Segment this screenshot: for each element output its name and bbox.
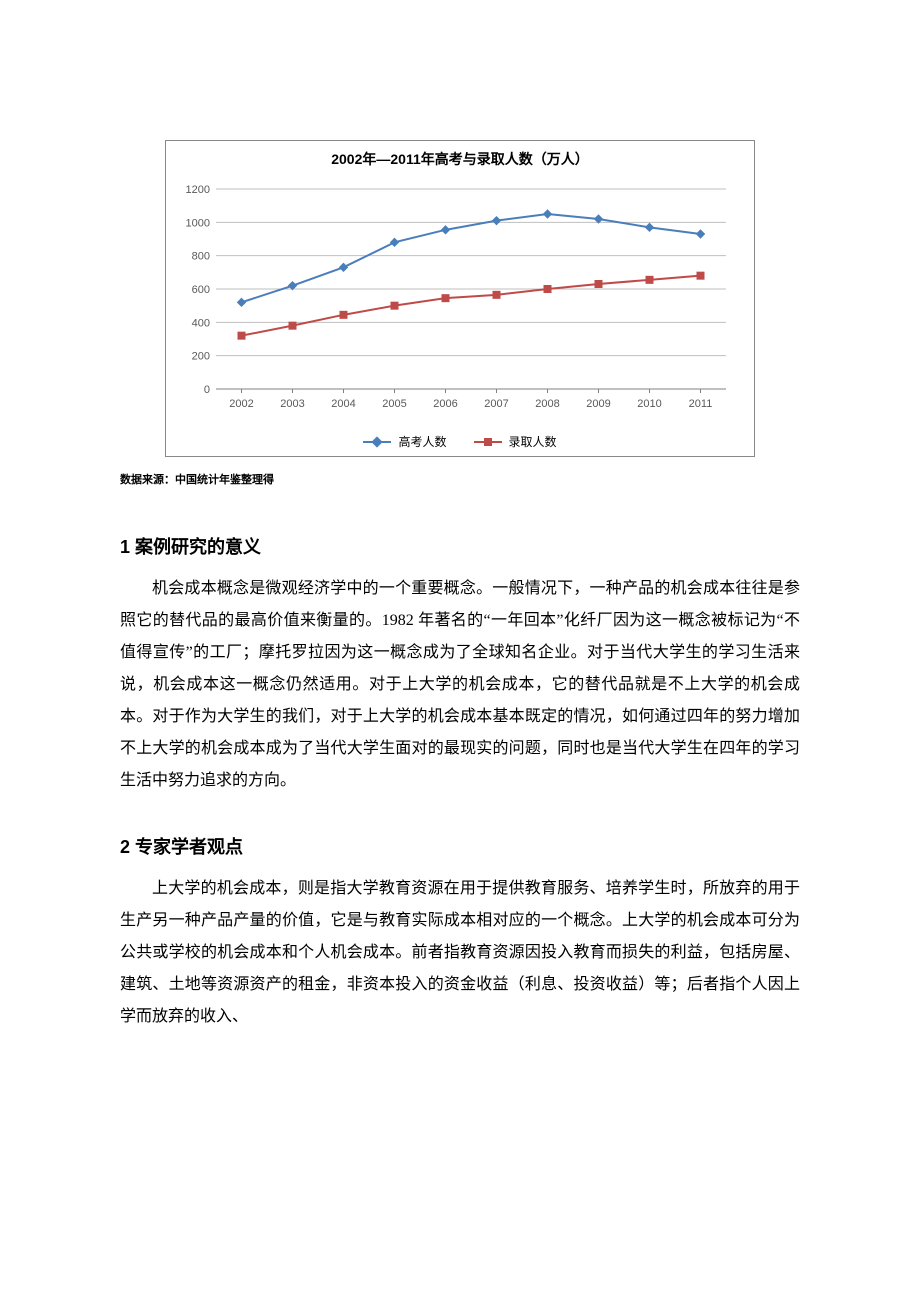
legend-swatch <box>474 441 502 443</box>
svg-text:200: 200 <box>192 351 210 363</box>
section-1-body: 机会成本概念是微观经济学中的一个重要概念。一般情况下，一种产品的机会成本往往是参… <box>120 573 800 797</box>
svg-text:2009: 2009 <box>586 398 610 410</box>
line-chart: 0 200 400 600 800 1000 1200 2002 2003 2004 2005 200… <box>176 179 736 429</box>
data-source-prefix: 数据来源： <box>120 474 175 486</box>
data-source-text: 中国统计年鉴整理得 <box>175 474 274 486</box>
legend-item-luqu: 录取人数 <box>474 433 557 450</box>
chart-title: 2002年—2011年高考与录取人数（万人） <box>176 149 744 169</box>
chart-legend: 高考人数 录取人数 <box>176 433 744 450</box>
legend-label-luqu: 录取人数 <box>509 433 557 450</box>
svg-text:600: 600 <box>192 284 210 296</box>
svg-text:2003: 2003 <box>280 398 304 410</box>
svg-text:1000: 1000 <box>186 217 210 229</box>
svg-text:2004: 2004 <box>331 398 355 410</box>
svg-text:400: 400 <box>192 317 210 329</box>
legend-swatch <box>363 441 391 443</box>
data-source: 数据来源：中国统计年鉴整理得 <box>120 471 800 487</box>
section-2-body: 上大学的机会成本，则是指大学教育资源在用于提供教育服务、培养学生时，所放弃的用于… <box>120 873 800 1033</box>
legend-item-gaokao: 高考人数 <box>363 433 446 450</box>
document-page: 2002年—2011年高考与录取人数（万人） 0 200 400 600 800 1000… <box>0 0 920 1302</box>
svg-text:800: 800 <box>192 251 210 263</box>
section-1-heading: 1 案例研究的意义 <box>120 533 800 559</box>
svg-text:1200: 1200 <box>186 184 210 196</box>
chart-container: 2002年—2011年高考与录取人数（万人） 0 200 400 600 800 1000… <box>165 140 755 457</box>
svg-text:2010: 2010 <box>637 398 661 410</box>
svg-text:2008: 2008 <box>535 398 559 410</box>
legend-label-gaokao: 高考人数 <box>398 433 446 450</box>
svg-text:2002: 2002 <box>229 398 253 410</box>
section-2-heading: 2 专家学者观点 <box>120 833 800 859</box>
svg-text:2011: 2011 <box>689 398 713 410</box>
svg-text:2006: 2006 <box>433 398 457 410</box>
svg-text:0: 0 <box>204 384 210 396</box>
svg-text:2007: 2007 <box>484 398 508 410</box>
svg-text:2005: 2005 <box>382 398 406 410</box>
